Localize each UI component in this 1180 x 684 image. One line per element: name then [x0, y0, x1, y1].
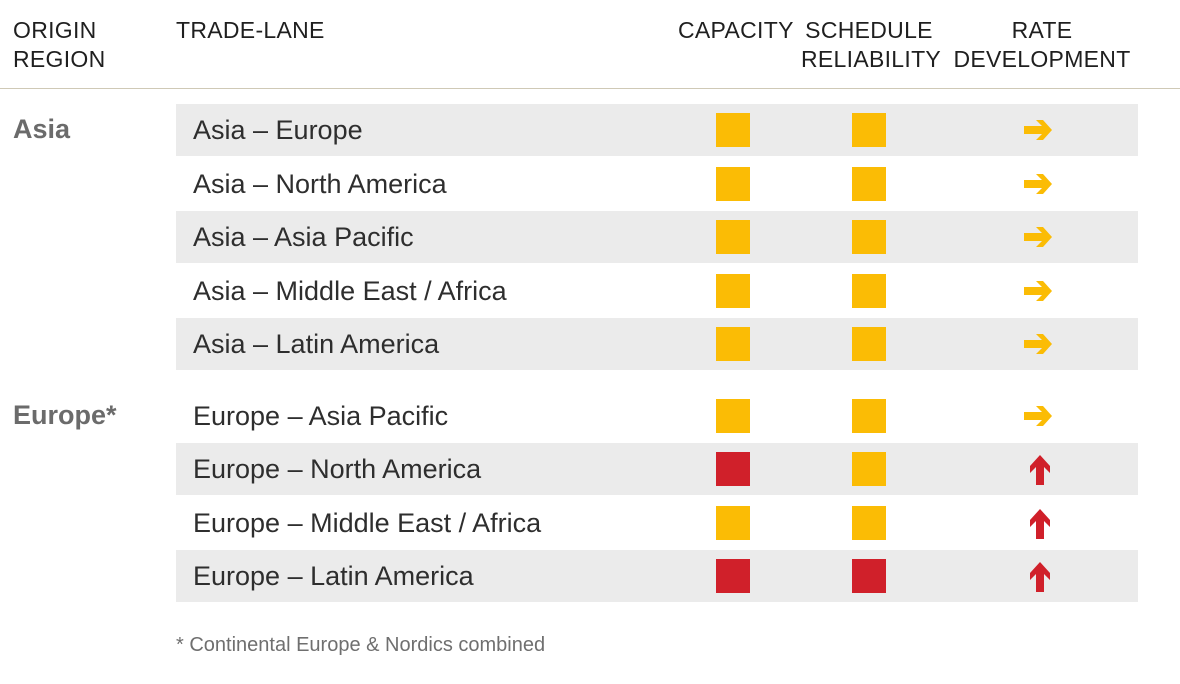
table-row: Asia – Middle East / Africa: [176, 265, 1138, 317]
schedule-reliability-indicator: [852, 506, 886, 540]
schedule-reliability-indicator: [852, 167, 886, 201]
arrow-right-icon: [1024, 227, 1052, 247]
table-row: Asia – Europe: [176, 104, 1138, 156]
header-rate-development: RATE DEVELOPMENT: [950, 16, 1134, 74]
arrow-up-icon: [1030, 562, 1050, 592]
capacity-indicator: [716, 274, 750, 308]
capacity-indicator: [716, 220, 750, 254]
capacity-indicator: [716, 452, 750, 486]
trade-lane-label: Asia – Latin America: [193, 329, 440, 359]
arrow-right-icon: [1024, 174, 1052, 194]
table-row: Asia – Asia Pacific: [176, 211, 1138, 263]
trade-lane-label: Europe – Middle East / Africa: [193, 508, 542, 538]
header-origin-line-2: REGION: [13, 46, 106, 72]
schedule-reliability-indicator: [852, 559, 886, 593]
header-rate-line-2: DEVELOPMENT: [953, 46, 1131, 72]
arrow-right-icon: [1024, 334, 1052, 354]
schedule-reliability-indicator: [852, 113, 886, 147]
header-divider: [0, 88, 1180, 89]
trade-lane-label: Asia – Middle East / Africa: [193, 276, 507, 306]
capacity-indicator: [716, 559, 750, 593]
header-origin-region: ORIGIN REGION: [13, 16, 106, 74]
trade-lane-label: Asia – Europe: [193, 115, 363, 145]
arrow-up-icon: [1030, 509, 1050, 539]
trade-lane-label: Asia – Asia Pacific: [193, 222, 414, 252]
arrow-up-icon: [1030, 455, 1050, 485]
capacity-indicator: [716, 167, 750, 201]
region-label-europe: Europe*: [13, 400, 117, 430]
region-label-asia: Asia: [13, 114, 71, 144]
table-row: Asia – North America: [176, 158, 1138, 210]
header-schedule-reliability: SCHEDULE RELIABILITY: [801, 16, 942, 74]
trade-lane-label: Europe – North America: [193, 454, 482, 484]
schedule-reliability-indicator: [852, 399, 886, 433]
table-row: Europe – North America: [176, 443, 1138, 495]
arrow-right-icon: [1024, 406, 1052, 426]
arrow-right-icon: [1024, 120, 1052, 140]
schedule-reliability-indicator: [852, 327, 886, 361]
header-rate-line-1: RATE: [1011, 17, 1073, 43]
trade-lane-label: Europe – Latin America: [193, 561, 474, 591]
table-row: Europe – Middle East / Africa: [176, 497, 1138, 549]
capacity-indicator: [716, 506, 750, 540]
table-row: Europe – Asia Pacific: [176, 390, 1138, 442]
capacity-indicator: [716, 113, 750, 147]
capacity-indicator: [716, 327, 750, 361]
footnote: * Continental Europe & Nordics combined: [176, 634, 546, 656]
trade-lane-label: Europe – Asia Pacific: [193, 401, 449, 431]
schedule-reliability-indicator: [852, 452, 886, 486]
table-row: Asia – Latin America: [176, 318, 1138, 370]
schedule-reliability-indicator: [852, 274, 886, 308]
header-reliability-line-1: SCHEDULE: [805, 17, 933, 43]
capacity-indicator: [716, 399, 750, 433]
arrow-right-icon: [1024, 281, 1052, 301]
header-origin-line-1: ORIGIN: [13, 17, 97, 43]
trade-lane-label: Asia – North America: [193, 169, 447, 199]
table-row: Europe – Latin America: [176, 550, 1138, 602]
header-trade-lane: TRADE-LANE: [176, 17, 325, 43]
header-reliability-line-2: RELIABILITY: [801, 46, 942, 72]
schedule-reliability-indicator: [852, 220, 886, 254]
header-capacity: CAPACITY: [678, 17, 794, 43]
